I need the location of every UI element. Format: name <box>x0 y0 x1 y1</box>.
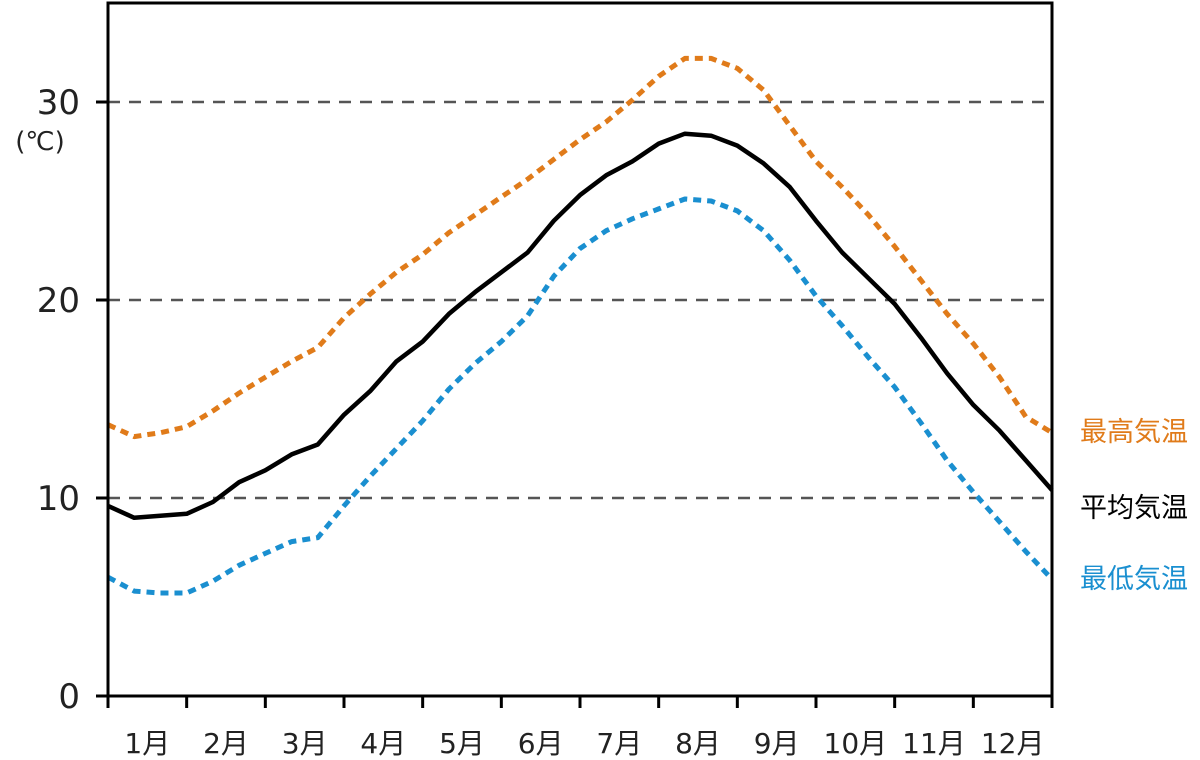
x-tick-label: 6月 <box>518 727 564 760</box>
x-tick-label: 9月 <box>754 727 800 760</box>
y-tick-label: 0 <box>58 677 80 717</box>
x-tick-label: 7月 <box>596 727 642 760</box>
series-line <box>107 131 1054 521</box>
x-tick-label: 2月 <box>203 727 249 760</box>
y-axis: 0 10 20 30 <box>37 83 108 717</box>
x-tick-label: 5月 <box>439 727 485 760</box>
y-tick-label: 20 <box>37 281 80 321</box>
x-tick-label: 3月 <box>282 727 328 760</box>
series-layer <box>106 55 1054 596</box>
x-tick-label: 8月 <box>675 727 721 760</box>
grid-lines <box>108 100 1052 500</box>
x-tick-label: 4月 <box>360 727 406 760</box>
series-line <box>106 196 1054 596</box>
legend-label: 最高気温 <box>1080 417 1188 448</box>
legend-label: 最低気温 <box>1080 564 1188 595</box>
y-tick-label: 10 <box>37 479 80 519</box>
x-tick-label: 11月 <box>902 727 966 760</box>
x-tick-label: 12月 <box>981 727 1045 760</box>
x-tick-label: 1月 <box>124 727 170 760</box>
legend-label: 平均気温 <box>1080 493 1188 524</box>
series-line <box>106 55 1054 440</box>
x-axis: 1月 2月 3月 4月 5月 6月 7月 8月 9月 10月 11月 12月 <box>106 696 1054 760</box>
y-unit-label: (℃) <box>15 127 65 157</box>
plot-frame <box>106 1 1054 698</box>
y-tick-label: 30 <box>37 83 80 123</box>
x-tick-label: 10月 <box>824 727 888 760</box>
